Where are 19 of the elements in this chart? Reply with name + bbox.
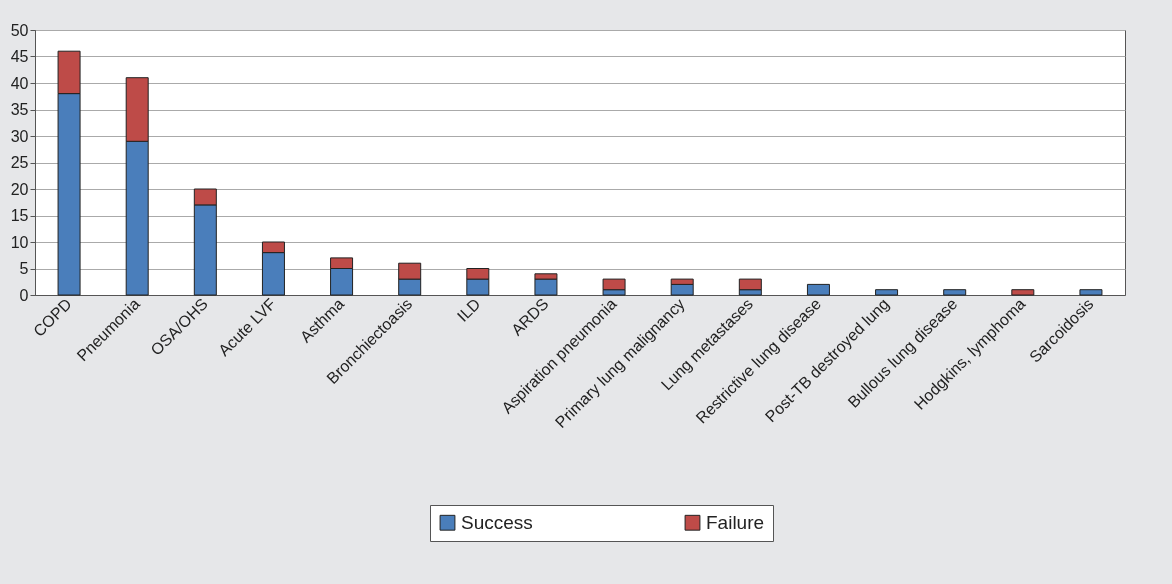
- legend-label: Success: [461, 511, 533, 533]
- y-tick-label: 45: [10, 48, 29, 65]
- legend-label: Failure: [706, 511, 765, 533]
- bar: [806, 283, 830, 296]
- bar: [1079, 289, 1103, 296]
- bar: [943, 289, 967, 296]
- y-tick-label: 10: [10, 233, 29, 251]
- y-tick-label: 20: [10, 180, 29, 198]
- y-tick-label: 40: [10, 74, 29, 92]
- y-tick-label: 5: [19, 260, 29, 277]
- y-tick-label: 30: [10, 127, 29, 145]
- bar: [875, 289, 899, 296]
- y-tick-label: 25: [10, 154, 29, 171]
- y-tick-label: 0: [19, 286, 29, 304]
- x-tick-label: ILD: [453, 295, 484, 325]
- y-tick-label: 50: [10, 21, 29, 39]
- bar: [1011, 289, 1035, 296]
- y-tick-label: 15: [10, 207, 29, 224]
- y-tick-label: 35: [10, 101, 29, 118]
